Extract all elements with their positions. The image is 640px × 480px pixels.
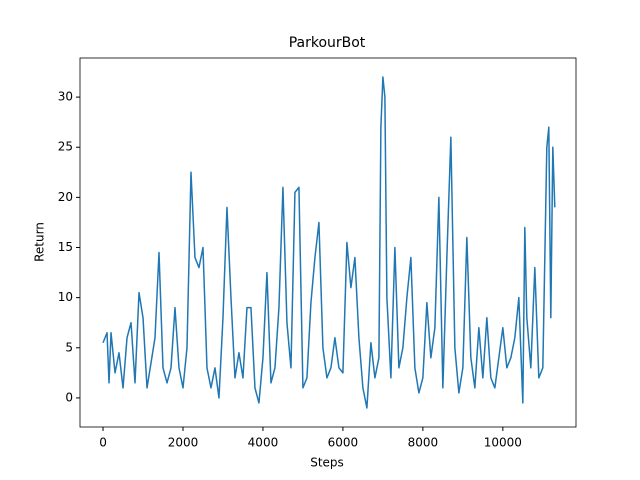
x-axis-label: Steps — [310, 456, 344, 470]
axes-frame — [79, 57, 577, 428]
y-tick-label: 20 — [58, 190, 73, 204]
y-tick-label: 0 — [65, 390, 73, 404]
y-tick-label: 5 — [65, 340, 73, 354]
x-tick-label: 4000 — [248, 436, 279, 450]
x-tick-label: 2000 — [168, 436, 199, 450]
x-tick-label: 10000 — [484, 436, 522, 450]
y-tick-label: 15 — [58, 240, 73, 254]
y-tick-label: 10 — [58, 290, 73, 304]
y-axis-label: Return — [33, 222, 47, 262]
y-tick-label: 30 — [58, 90, 73, 104]
x-tick-label: 6000 — [328, 436, 359, 450]
x-tick-label: 0 — [99, 436, 107, 450]
x-tick-label: 8000 — [408, 436, 439, 450]
chart-title: ParkourBot — [289, 35, 366, 51]
line — [102, 76, 556, 409]
y-tick-label: 25 — [58, 140, 73, 154]
